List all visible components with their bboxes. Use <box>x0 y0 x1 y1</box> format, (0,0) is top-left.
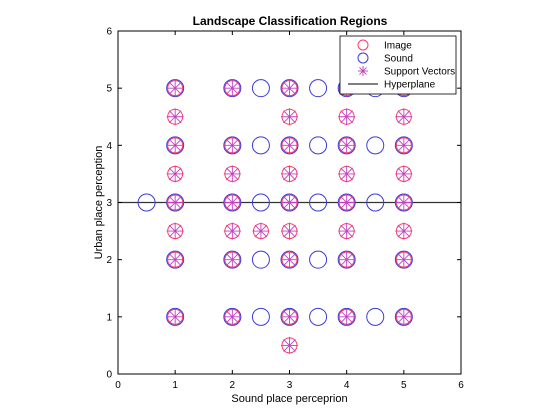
support-vector-point <box>338 308 356 326</box>
support-vector-point <box>395 165 413 183</box>
support-vector-point <box>338 108 356 126</box>
x-axis-label: Sound place perceprion <box>231 393 347 405</box>
support-vector-point <box>395 136 413 154</box>
x-tick-label: 3 <box>287 380 293 391</box>
x-tick-label: 1 <box>172 380 178 391</box>
support-vector-point <box>395 308 413 326</box>
support-vector-point <box>166 136 184 154</box>
x-tick-label: 6 <box>458 380 464 391</box>
sound-point <box>251 307 270 326</box>
x-tick-label: 4 <box>344 380 350 391</box>
y-tick-label: 4 <box>106 141 112 152</box>
support-vector-point <box>395 251 413 269</box>
sound-point <box>309 250 328 269</box>
support-vector-point <box>223 194 241 211</box>
y-tick-label: 3 <box>106 198 112 209</box>
support-vector-point <box>166 194 184 211</box>
support-vector-point <box>166 222 184 240</box>
support-vector-point <box>395 222 413 240</box>
x-tick-label: 2 <box>230 380 236 391</box>
support-vector-point <box>223 79 241 97</box>
support-vector-point <box>252 222 270 240</box>
legend-label: Hyperplane <box>384 80 436 91</box>
support-vector-point <box>166 79 184 97</box>
sound-point <box>309 307 328 326</box>
sound-point <box>137 193 156 212</box>
support-vector-point <box>281 251 298 269</box>
legend-label: Support Vectors <box>384 67 455 78</box>
chart-title: Landscape Classification Regions <box>193 14 388 28</box>
sound-point <box>366 193 385 212</box>
legend-label: Image <box>384 41 412 52</box>
support-vector-point <box>281 222 298 240</box>
points-layer <box>137 79 413 354</box>
support-vector-point <box>338 194 356 211</box>
y-tick-label: 5 <box>106 84 112 95</box>
support-vector-point <box>338 222 356 240</box>
sound-point <box>251 136 270 155</box>
y-tick-label: 6 <box>106 27 112 38</box>
sound-point <box>251 79 270 98</box>
support-vector-point <box>338 136 356 154</box>
legend-marker-sound <box>357 52 369 64</box>
support-vector-point <box>166 165 184 183</box>
support-vector-point <box>223 308 241 326</box>
support-vector-point <box>281 108 298 126</box>
y-axis-label: Urban place perception <box>93 146 105 260</box>
support-vector-point <box>281 336 298 354</box>
x-tick-label: 5 <box>401 380 407 391</box>
sound-point <box>251 250 270 269</box>
support-vector-point <box>395 194 413 211</box>
y-tick-label: 2 <box>106 255 112 266</box>
legend-marker-support-vectors <box>358 66 368 76</box>
sound-point <box>309 193 328 212</box>
support-vector-point <box>166 251 184 269</box>
support-vector-point <box>281 136 298 154</box>
legend-marker-image <box>357 39 369 51</box>
legend: Image Sound Support Vectors Hyperplane <box>339 35 457 95</box>
support-vector-point <box>223 251 241 269</box>
x-tick-label: 0 <box>115 380 121 391</box>
support-vector-point <box>281 79 298 97</box>
support-vector-point <box>338 251 356 269</box>
support-vector-point <box>395 108 413 126</box>
support-vector-point <box>166 308 184 326</box>
support-vector-point <box>223 165 241 183</box>
sound-point <box>366 307 385 326</box>
support-vector-point <box>223 136 241 154</box>
y-tick-label: 1 <box>106 312 112 323</box>
sound-point <box>366 136 385 155</box>
support-vector-point <box>281 308 298 326</box>
sound-point <box>309 136 328 155</box>
support-vector-point <box>223 222 241 240</box>
y-tick-label: 0 <box>106 370 112 381</box>
support-vector-point <box>166 108 184 126</box>
legend-label: Sound <box>384 54 413 65</box>
support-vector-point <box>281 194 298 211</box>
sound-point <box>309 79 328 98</box>
support-vector-point <box>338 165 356 183</box>
ticks-layer: 0 1 2 3 4 5 6 0 1 2 3 4 5 6 <box>106 27 464 392</box>
sound-point <box>251 193 270 212</box>
support-vector-point <box>281 165 298 183</box>
